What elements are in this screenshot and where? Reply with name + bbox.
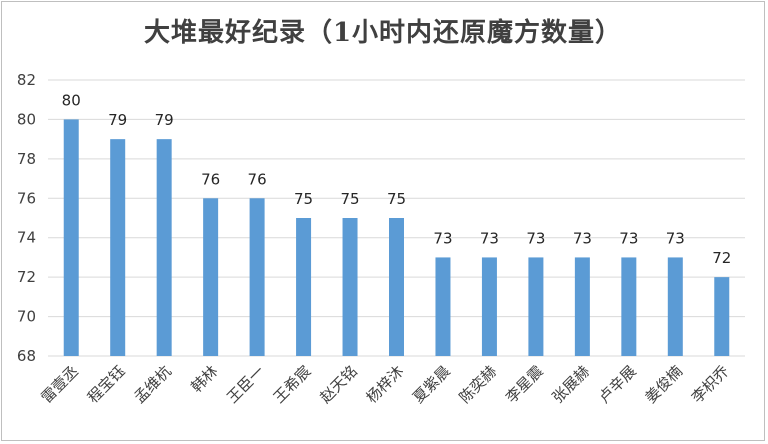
bar [667, 257, 683, 356]
x-tick-label: 夏紫晨 [409, 362, 454, 407]
x-axis-ticks: 雷壹丞 程宝钰 孟维杭 韩林 王臣一 王希宸 赵天铭 杨梓沐 夏紫晨 陈奕赫 李星震 张展赫 卢辛展 姜俊… [38, 362, 733, 407]
data-label: 73 [433, 229, 452, 247]
bar [156, 139, 172, 356]
bar [203, 198, 219, 356]
bar [389, 218, 404, 356]
x-tick-label: 韩林 [188, 362, 222, 396]
bars [63, 119, 730, 356]
bar [110, 139, 126, 356]
x-tick-label: 孟维杭 [130, 362, 175, 407]
bar [528, 257, 544, 356]
data-label: 79 [155, 111, 174, 129]
bar [249, 198, 265, 356]
data-label: 75 [340, 190, 359, 208]
data-label: 73 [526, 229, 545, 247]
x-tick-label: 姜俊楠 [642, 362, 687, 407]
data-label: 73 [666, 229, 685, 247]
x-tick-label: 王希宸 [270, 362, 315, 407]
x-tick-label: 张展赫 [549, 362, 594, 407]
y-tick-label: 82 [17, 71, 36, 89]
x-tick-label: 陈奕赫 [456, 362, 501, 407]
y-axis-ticks: 68 70 72 74 76 78 80 82 [17, 71, 36, 365]
bar [63, 119, 79, 356]
x-tick-label: 赵天铭 [316, 362, 361, 407]
data-label: 73 [619, 229, 638, 247]
data-label: 73 [573, 229, 592, 247]
data-label: 76 [201, 170, 220, 188]
data-label: 79 [108, 111, 127, 129]
bar [342, 218, 358, 356]
x-tick-label: 杨梓沐 [363, 362, 408, 407]
x-tick-label: 李枳乔 [688, 362, 733, 407]
bar [481, 257, 497, 356]
bar [621, 257, 637, 356]
y-tick-label: 76 [17, 189, 36, 207]
y-tick-label: 80 [17, 110, 36, 128]
y-tick-label: 68 [17, 347, 36, 365]
y-tick-label: 74 [17, 229, 36, 247]
x-tick-label: 王臣一 [223, 362, 268, 407]
data-label: 72 [712, 249, 731, 267]
y-tick-label: 72 [17, 268, 36, 286]
chart-title: 大堆最好纪录（1小时内还原魔方数量） [143, 18, 623, 48]
x-tick-label: 雷壹丞 [38, 362, 83, 407]
y-tick-label: 78 [17, 150, 36, 168]
bar [296, 218, 312, 356]
bar [574, 257, 590, 356]
data-label: 75 [294, 190, 313, 208]
data-label: 73 [480, 229, 499, 247]
x-tick-label: 李星震 [502, 362, 547, 407]
x-tick-label: 程宝钰 [84, 362, 129, 407]
bar [714, 277, 730, 356]
data-label: 75 [387, 190, 406, 208]
x-tick-label: 卢辛展 [595, 362, 640, 407]
data-label: 80 [62, 91, 81, 109]
data-label: 76 [248, 170, 267, 188]
bar [435, 257, 451, 356]
y-tick-label: 70 [17, 308, 36, 326]
data-labels: 80 79 79 76 76 75 75 75 73 73 73 73 73 73 72 [62, 91, 732, 267]
